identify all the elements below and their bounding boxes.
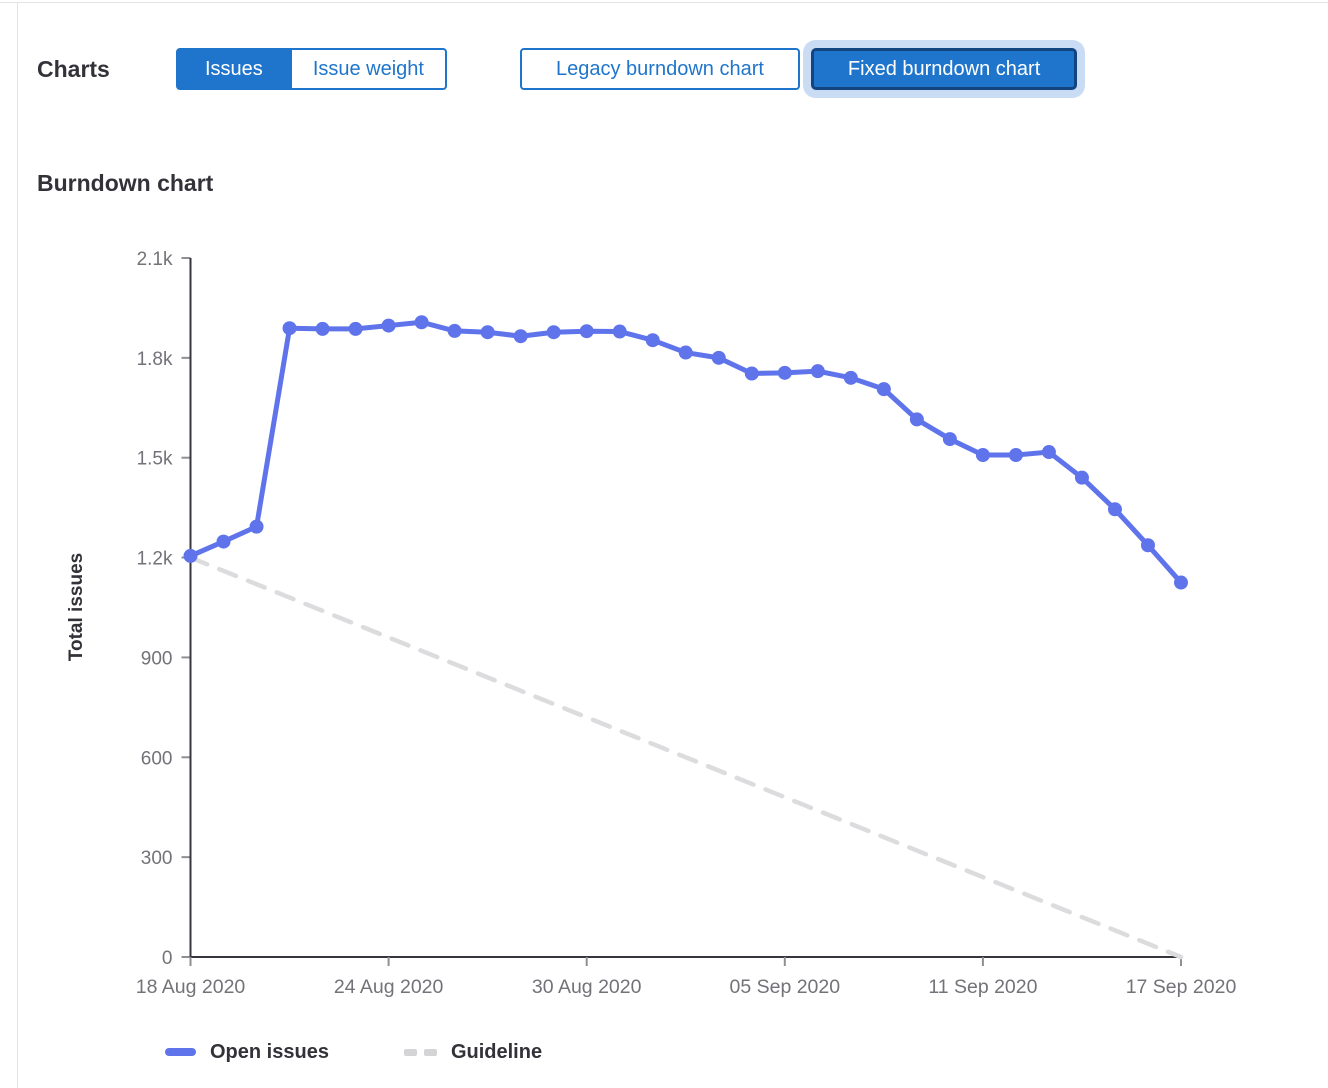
data-point[interactable]	[876, 382, 891, 397]
fixed-burndown-chart-button[interactable]: Fixed burndown chart	[810, 48, 1078, 90]
data-point[interactable]	[1140, 538, 1155, 553]
data-point[interactable]	[315, 321, 330, 336]
data-point[interactable]	[711, 350, 726, 365]
data-point[interactable]	[447, 323, 462, 338]
data-point[interactable]	[1107, 502, 1122, 517]
x-axis-tick-label: 11 Sep 2020	[928, 976, 1037, 998]
x-axis-tick-label: 18 Aug 2020	[136, 976, 246, 998]
guideline-dashes-swatch	[403, 1048, 437, 1056]
legend-label-guideline: Guideline	[450, 1040, 543, 1063]
data-point[interactable]	[645, 333, 660, 348]
data-point[interactable]	[216, 534, 231, 549]
x-axis-tick-label: 30 Aug 2020	[532, 976, 642, 998]
x-axis-tick-label: 05 Sep 2020	[729, 976, 840, 998]
data-point[interactable]	[414, 315, 429, 330]
data-point[interactable]	[777, 365, 792, 380]
y-axis-tick-label: 600	[141, 748, 173, 769]
data-point[interactable]	[282, 321, 297, 336]
content-left-border	[17, 3, 18, 1088]
data-point[interactable]	[480, 325, 495, 340]
data-point[interactable]	[183, 548, 198, 563]
data-point[interactable]	[579, 324, 594, 339]
y-axis-tick-label: 2.1k	[137, 249, 173, 270]
y-axis-tick-label: 0	[162, 948, 173, 969]
legend-item-guideline[interactable]: Guideline	[403, 1040, 543, 1064]
data-point[interactable]	[1008, 448, 1023, 463]
data-point[interactable]	[810, 364, 825, 379]
data-point[interactable]	[381, 318, 396, 333]
legend-item-open-issues[interactable]: Open issues	[165, 1041, 329, 1064]
page-title: Burndown chart	[37, 170, 214, 196]
data-point[interactable]	[348, 321, 363, 336]
y-axis-tick-label: 300	[141, 848, 173, 869]
y-axis-tick-label: 1.2k	[137, 549, 173, 570]
burndown-chart-canvas[interactable]: 0 300 600 900 1.2k 1.5k 1.8k 2.1k 18 Aug 2020 24 …	[0, 240, 1328, 1020]
x-axis-tick-label: 24 Aug 2020	[334, 976, 444, 998]
y-axis-title: Total issues	[66, 553, 87, 661]
data-point[interactable]	[909, 412, 924, 427]
data-point[interactable]	[975, 448, 990, 463]
data-point[interactable]	[678, 345, 693, 360]
data-point[interactable]	[513, 329, 528, 344]
data-point[interactable]	[1074, 470, 1089, 485]
x-axis-tick-label: 17 Sep 2020	[1126, 976, 1237, 998]
data-point[interactable]	[1174, 575, 1188, 590]
metric-toggle-group: Issues Issue weight	[176, 48, 447, 90]
issue-weight-toggle-button[interactable]: Issue weight	[289, 48, 447, 90]
page-top-border	[0, 2, 1328, 3]
fixed-burndown-chart-button-wrap: Fixed burndown chart	[810, 48, 1078, 90]
y-axis-tick-label: 1.5k	[137, 449, 173, 470]
data-point[interactable]	[942, 432, 957, 447]
data-point[interactable]	[1041, 445, 1056, 460]
data-point[interactable]	[744, 366, 759, 381]
legacy-burndown-chart-button[interactable]: Legacy burndown chart	[520, 48, 800, 90]
y-axis-tick-label: 900	[141, 648, 173, 669]
data-point[interactable]	[612, 324, 627, 339]
open-issues-line-swatch	[165, 1048, 196, 1056]
charts-section-label: Charts	[37, 55, 110, 82]
data-point[interactable]	[843, 370, 858, 385]
issues-toggle-button[interactable]: Issues	[176, 48, 292, 90]
open-issues-line	[188, 319, 1184, 586]
chart-type-toggle-group: Legacy burndown chart Fixed burndown cha…	[520, 48, 1078, 90]
legend-label-open-issues: Open issues	[210, 1040, 329, 1063]
y-axis-tick-label: 1.8k	[137, 349, 173, 370]
data-point[interactable]	[546, 325, 561, 340]
chart-legend: Open issues Guideline	[165, 1036, 542, 1068]
guideline-line	[188, 555, 1184, 960]
data-point[interactable]	[249, 519, 264, 534]
